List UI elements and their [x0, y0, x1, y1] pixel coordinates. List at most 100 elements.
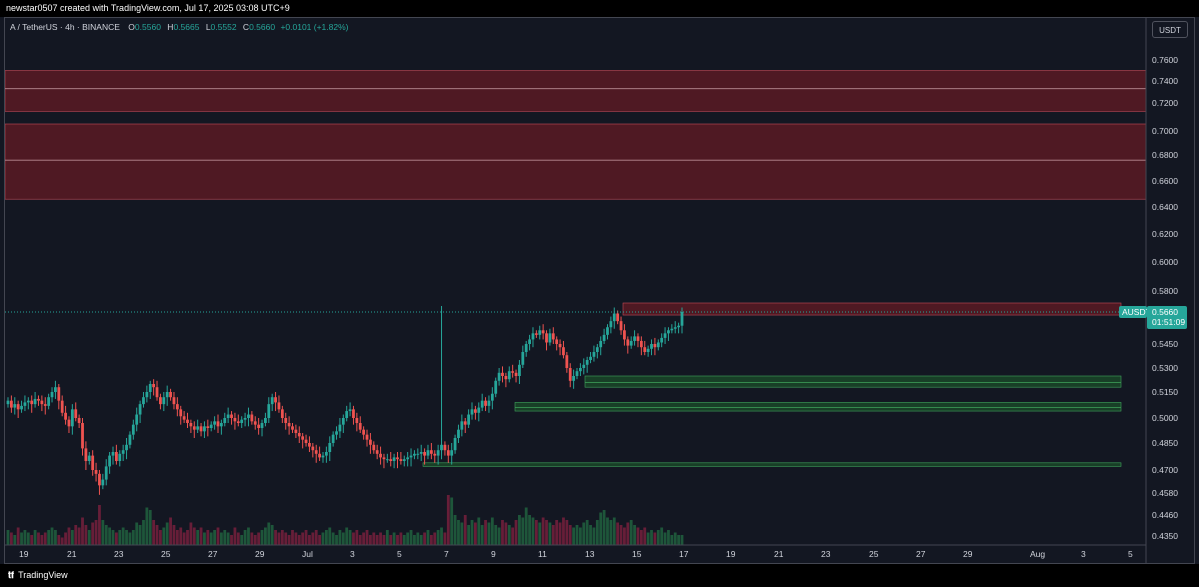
candle	[399, 459, 403, 461]
volume-bar	[460, 522, 464, 545]
volume-bar	[91, 522, 95, 545]
volume-bar	[84, 525, 88, 545]
symbol-legend[interactable]: A / TetherUS · 4h · BINANCE O0.5560 H0.5…	[10, 22, 349, 32]
candle	[125, 444, 128, 451]
candle	[497, 372, 501, 381]
volume-bar	[419, 535, 423, 545]
volume-bar	[94, 520, 98, 545]
volume-bar	[118, 530, 122, 545]
volume-bar	[636, 527, 640, 545]
candle	[389, 459, 393, 461]
volume-bar	[247, 527, 250, 545]
volume-bar	[399, 532, 403, 545]
volume-bar	[219, 532, 223, 545]
candle	[555, 339, 559, 344]
volume-bar	[33, 530, 37, 545]
volume-bar	[64, 532, 67, 545]
volume-bar	[199, 527, 203, 545]
candle	[501, 372, 504, 376]
volume-bar	[345, 527, 349, 545]
candle	[70, 409, 74, 427]
candle	[216, 421, 220, 427]
candle	[94, 470, 98, 474]
candle	[98, 473, 101, 486]
volume-bar	[267, 522, 271, 545]
volume-bar	[433, 532, 437, 545]
candle	[60, 400, 64, 413]
time-tick-label: Jul	[302, 549, 313, 559]
time-tick-label: 25	[161, 549, 171, 559]
candle	[534, 333, 538, 335]
candle	[450, 450, 454, 456]
volume-bar	[511, 527, 515, 545]
candle	[77, 418, 81, 423]
volume-bar	[413, 535, 416, 545]
candle	[572, 376, 576, 381]
candle	[67, 419, 71, 427]
currency-button[interactable]: USDT	[1152, 21, 1188, 38]
candle	[236, 421, 240, 423]
volume-bar	[534, 520, 538, 545]
volume-bar	[98, 505, 101, 545]
volume-bar	[599, 512, 603, 545]
volume-bar	[392, 532, 396, 545]
candle	[54, 387, 57, 392]
candle	[104, 466, 108, 480]
price-tick-label: 0.6000	[1152, 257, 1178, 267]
time-tick-label: 21	[774, 549, 784, 559]
volume-bar	[169, 517, 172, 545]
candle	[64, 412, 67, 420]
candle	[277, 402, 281, 410]
time-tick-label: 3	[350, 549, 355, 559]
volume-bar	[321, 532, 325, 545]
candle	[626, 339, 630, 346]
candle	[250, 414, 254, 422]
volume-bar	[291, 530, 294, 545]
volume-bar	[125, 530, 128, 545]
time-tick-label: 3	[1081, 549, 1086, 559]
volume-bar	[284, 532, 288, 545]
candle	[670, 328, 674, 331]
candle	[43, 404, 47, 406]
candle	[280, 409, 284, 418]
candle	[314, 450, 318, 454]
candle	[436, 450, 440, 456]
candle	[287, 423, 291, 427]
volume-bar	[595, 520, 599, 545]
candle	[433, 453, 437, 456]
price-tick-label: 0.7400	[1152, 76, 1178, 86]
volume-bar	[148, 510, 152, 545]
volume-bar	[186, 530, 189, 545]
volume-bar	[253, 535, 257, 545]
volume-bar	[602, 510, 606, 545]
candle	[152, 384, 156, 388]
candle	[297, 433, 301, 437]
candle	[595, 347, 599, 352]
volume-bar	[301, 532, 305, 545]
candle	[562, 347, 565, 356]
candle	[623, 330, 626, 340]
price-tick-label: 0.4460	[1152, 510, 1178, 520]
volume-bar	[575, 525, 579, 545]
tradingview-logo[interactable]: 𝐭𝐟 TradingView	[8, 564, 68, 587]
candles-layer	[6, 306, 684, 495]
time-tick-label: 23	[114, 549, 124, 559]
symbol-name[interactable]: A / TetherUS · 4h · BINANCE	[10, 22, 120, 32]
price-chart[interactable]: 0.7600 0.7400 0.7200 0.7000 0.6800 0.6600 0.64…	[5, 18, 1194, 563]
candle	[23, 402, 27, 406]
volume-bar	[331, 532, 335, 545]
candle	[206, 426, 210, 428]
volume-bar	[338, 530, 342, 545]
change-value: +0.0101 (+1.82%)	[280, 22, 349, 32]
volume-bar	[612, 517, 616, 545]
candle	[385, 459, 389, 461]
low-label: L	[205, 22, 211, 32]
candle	[606, 327, 609, 335]
candle	[548, 333, 552, 343]
last-price-badge: AUSDT 0.5660 01:51:09	[1119, 306, 1187, 329]
volume-bar	[609, 520, 613, 545]
candle	[507, 371, 511, 380]
volume-bar	[653, 532, 657, 545]
candle	[504, 376, 508, 380]
candle	[189, 423, 193, 427]
